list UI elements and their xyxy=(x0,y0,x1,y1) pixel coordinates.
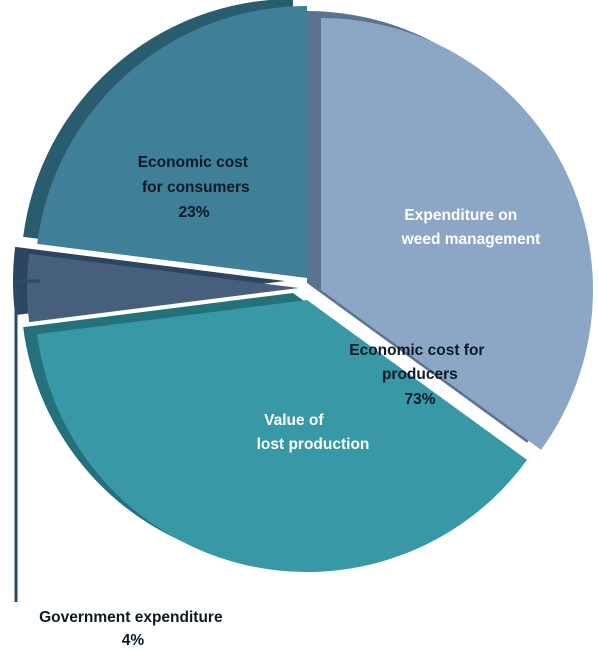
pie-slice-weed-management xyxy=(321,18,593,450)
slice-label-government: Government expenditure 4% xyxy=(39,609,227,649)
slice-label-consumers: Economic cost for consumers 23% xyxy=(138,154,254,221)
government-leader-line xyxy=(14,279,40,602)
slice-label-lost-production: Value of lost production xyxy=(257,412,370,453)
pie-slice-lost-production xyxy=(37,300,528,573)
pie-slices xyxy=(26,6,593,573)
pie-slice-consumers xyxy=(37,6,307,278)
slice-label-weed-management: Expenditure on weed management xyxy=(401,207,541,248)
pie-slice-government xyxy=(26,253,300,323)
group-label-producers: Economic cost for producers 73% xyxy=(349,342,489,408)
